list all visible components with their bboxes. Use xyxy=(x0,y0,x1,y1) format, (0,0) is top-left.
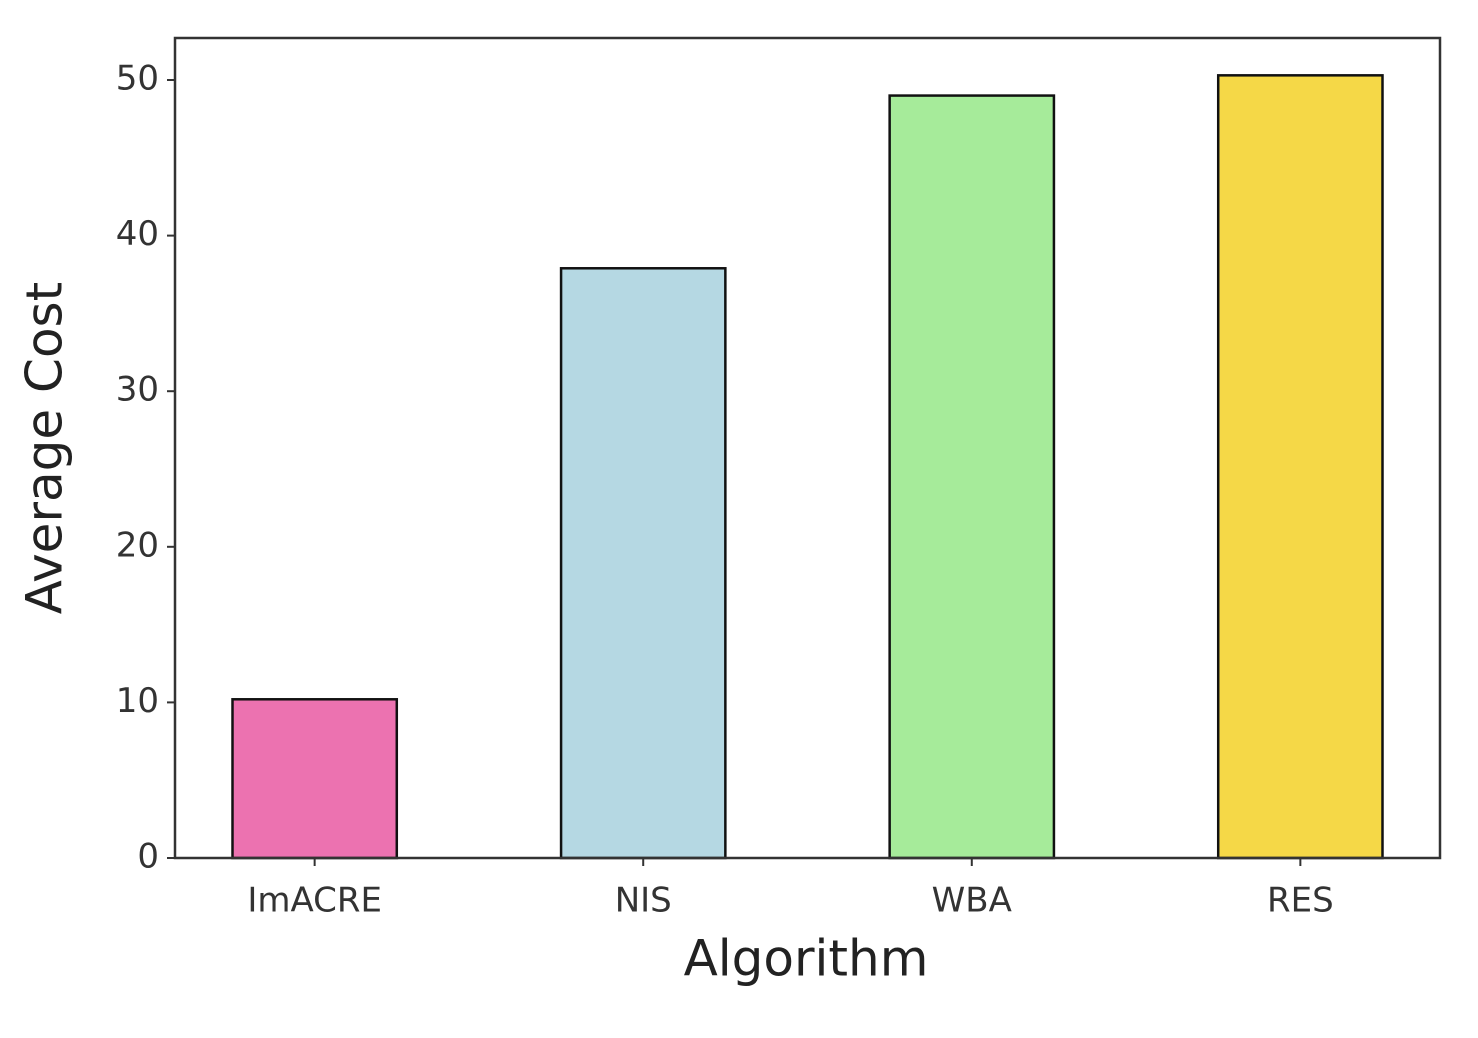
y-tick-label: 50 xyxy=(116,59,159,99)
bar xyxy=(559,267,727,860)
bar xyxy=(888,94,1056,860)
y-tick-label: 40 xyxy=(116,214,159,254)
y-tick-label: 20 xyxy=(116,525,159,565)
plot-frame xyxy=(173,36,1442,860)
x-tick-label: NIS xyxy=(615,881,672,921)
x-axis-title: Algorithm xyxy=(684,930,929,988)
x-tick-label: WBA xyxy=(932,881,1012,921)
bar xyxy=(231,698,399,860)
x-tick-label: ImACRE xyxy=(247,881,382,921)
y-tick-label: 10 xyxy=(116,681,159,721)
bar xyxy=(1216,74,1384,860)
y-tick-label: 0 xyxy=(137,837,159,877)
y-axis-title: Average Cost xyxy=(16,282,74,614)
x-tick-label: RES xyxy=(1267,881,1334,921)
y-tick-label: 30 xyxy=(116,370,159,410)
